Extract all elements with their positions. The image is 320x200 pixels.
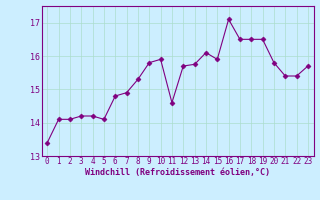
- X-axis label: Windchill (Refroidissement éolien,°C): Windchill (Refroidissement éolien,°C): [85, 168, 270, 177]
